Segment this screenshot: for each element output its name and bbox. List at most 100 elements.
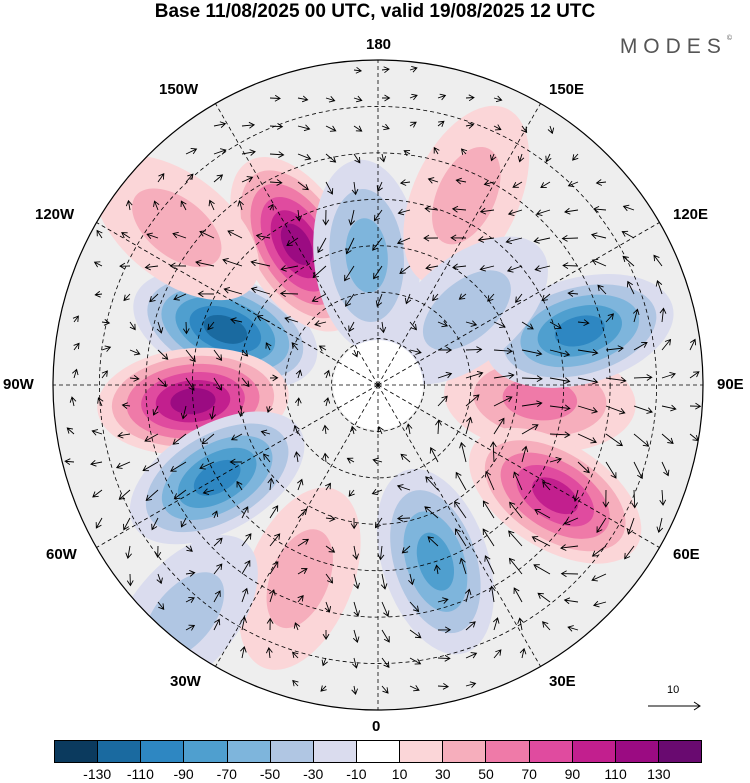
wind-arrow	[156, 573, 163, 585]
wind-arrow	[146, 232, 159, 239]
wind-arrow	[433, 564, 441, 575]
wind-arrow	[117, 431, 131, 439]
wind-arrow	[484, 470, 495, 491]
wind-arrow	[534, 509, 551, 519]
wind-arrow	[269, 589, 276, 603]
wind-arrow	[508, 530, 523, 547]
wind-arrow	[353, 125, 363, 132]
wind-arrow	[241, 349, 249, 357]
wind-arrow	[213, 349, 223, 361]
label-180: 180	[366, 36, 392, 53]
anomaly-contour	[422, 270, 511, 351]
wind-arrow	[185, 545, 193, 552]
wind-arrow	[269, 151, 285, 158]
wind-arrow	[549, 321, 562, 329]
wind-arrow	[661, 461, 670, 477]
wind-arrow	[255, 233, 271, 240]
label-90e: 90E	[717, 376, 744, 393]
label-60w: 60W	[46, 546, 77, 563]
wind-arrow	[437, 395, 448, 407]
wind-arrow	[562, 262, 579, 270]
wind-arrow	[633, 341, 648, 351]
label-90w: 90W	[3, 376, 34, 393]
wind-arrow	[493, 372, 515, 380]
wind-arrow	[381, 629, 390, 643]
wind-arrow	[346, 457, 355, 464]
wind-arrow	[633, 405, 653, 414]
wind-arrow	[185, 148, 198, 155]
wind-arrow	[154, 545, 162, 558]
wind-arrow	[375, 293, 383, 307]
wind-arrow	[508, 557, 523, 575]
wind-arrow	[353, 95, 363, 103]
colorbar-bin	[400, 741, 444, 762]
wind-arrow	[324, 482, 331, 491]
wind-arrow	[348, 209, 356, 226]
meridian-line	[215, 103, 379, 386]
wind-arrow	[197, 290, 215, 298]
wind-arrow	[115, 461, 131, 469]
colorbar-bin	[572, 741, 616, 762]
wind-arrow	[372, 237, 383, 251]
wind-arrow	[269, 123, 284, 130]
wind-arrow	[564, 207, 579, 215]
wind-arrow	[464, 588, 472, 603]
wind-arrow	[352, 629, 360, 644]
wind-arrow	[397, 208, 411, 216]
wind-arrow	[455, 177, 467, 185]
wind-arrow	[381, 685, 389, 694]
anomaly-contour	[554, 315, 605, 347]
wind-arrow	[121, 402, 131, 409]
wind-arrow	[400, 453, 411, 463]
colorbar-tick-label: 10	[391, 766, 408, 782]
wind-arrow	[513, 471, 523, 491]
wind-arrow	[435, 419, 442, 435]
wind-arrow	[153, 200, 160, 211]
wind-arrow	[381, 66, 390, 74]
wind-arrow	[597, 284, 607, 295]
wind-arrow	[460, 148, 468, 155]
wind-arrow	[119, 262, 131, 270]
wind-arrow	[213, 121, 227, 128]
modes-logo: MODES©	[620, 35, 732, 59]
wind-arrow	[372, 457, 383, 465]
meridian-line	[377, 103, 541, 386]
wind-arrow	[297, 508, 308, 519]
wind-arrow	[567, 625, 579, 632]
wind-arrow	[605, 433, 624, 447]
wind-arrow	[465, 346, 483, 353]
wind-arrow	[318, 345, 327, 352]
wind-arrow	[325, 181, 334, 195]
wind-arrow	[437, 320, 449, 328]
wind-arrow	[286, 237, 299, 247]
wind-arrow	[409, 685, 420, 692]
wind-arrow	[297, 568, 308, 575]
meridian-line	[96, 384, 379, 548]
wind-arrow	[521, 445, 529, 463]
wind-arrow	[213, 174, 224, 183]
wind-arrow	[267, 203, 274, 211]
wind-arrow	[429, 446, 439, 463]
map-title: Base 11/08/2025 00 UTC, valid 19/08/2025…	[154, 1, 596, 22]
wind-arrow	[269, 561, 279, 575]
wind-arrow	[545, 153, 552, 163]
wind-arrow	[465, 394, 480, 407]
vector-scale-label: 10	[667, 684, 680, 696]
wind-arrow	[325, 96, 336, 103]
wind-arrow	[489, 441, 497, 463]
wind-arrow	[173, 293, 187, 301]
wind-arrow	[323, 369, 331, 379]
wind-arrow	[656, 517, 664, 534]
wind-arrow	[222, 257, 243, 267]
wind-arrow	[297, 594, 304, 603]
wind-arrow	[101, 319, 111, 326]
wind-arrow	[454, 500, 467, 519]
wind-arrow	[567, 290, 579, 297]
wind-arrow	[376, 181, 383, 192]
wind-arrow	[265, 647, 273, 659]
colorbar-bin	[55, 741, 99, 762]
wind-arrow	[454, 528, 467, 547]
wind-arrow	[409, 93, 418, 101]
wind-arrow	[605, 313, 614, 323]
